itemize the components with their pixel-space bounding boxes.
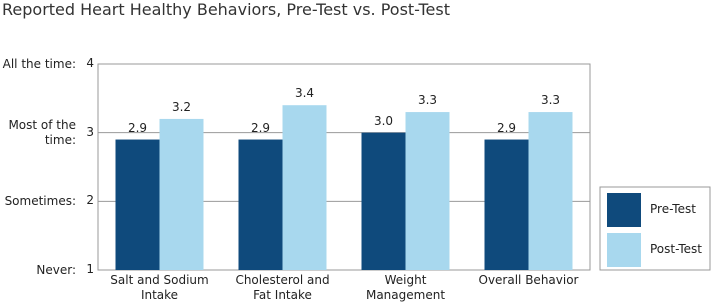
x-tick-label: Weight Management xyxy=(365,273,446,302)
x-tick-label: Overall Behavior xyxy=(478,273,579,287)
y-level-label: Sometimes: xyxy=(4,193,76,208)
bar xyxy=(361,132,406,270)
value-label: 3.2 xyxy=(171,99,192,114)
bar xyxy=(238,139,283,270)
x-tick-label: Salt and Sodium Intake xyxy=(110,273,209,302)
bar xyxy=(115,139,160,270)
y-level-label: Never: xyxy=(36,262,76,277)
y-tick-label: 4 xyxy=(86,56,94,70)
value-label: 2.9 xyxy=(250,120,271,135)
y-tick-label: 1 xyxy=(86,262,94,276)
y-level-label: All the time: xyxy=(2,56,76,71)
bar xyxy=(528,112,573,270)
value-label: 3.3 xyxy=(417,93,438,108)
bar xyxy=(159,118,204,270)
plot-border xyxy=(97,63,591,271)
value-label: 2.9 xyxy=(496,120,517,135)
legend-label: Post-Test xyxy=(650,242,702,256)
bar xyxy=(405,112,450,270)
value-label: 2.9 xyxy=(127,120,148,135)
bar xyxy=(282,105,327,270)
value-label: 3.0 xyxy=(373,113,394,128)
chart-title: Reported Heart Healthy Behaviors, Pre-Te… xyxy=(2,0,450,19)
value-label: 3.4 xyxy=(294,86,315,101)
bar xyxy=(484,139,529,270)
y-tick-label: 3 xyxy=(86,124,94,139)
legend-swatch xyxy=(607,193,641,227)
x-tick-label: Cholesterol and Fat Intake xyxy=(235,273,330,302)
y-tick-label: 2 xyxy=(86,193,94,208)
legend-swatch xyxy=(607,233,641,267)
value-label: 3.3 xyxy=(540,93,561,108)
legend-label: Pre-Test xyxy=(650,202,696,216)
y-level-label: Most of the time: xyxy=(8,117,76,147)
